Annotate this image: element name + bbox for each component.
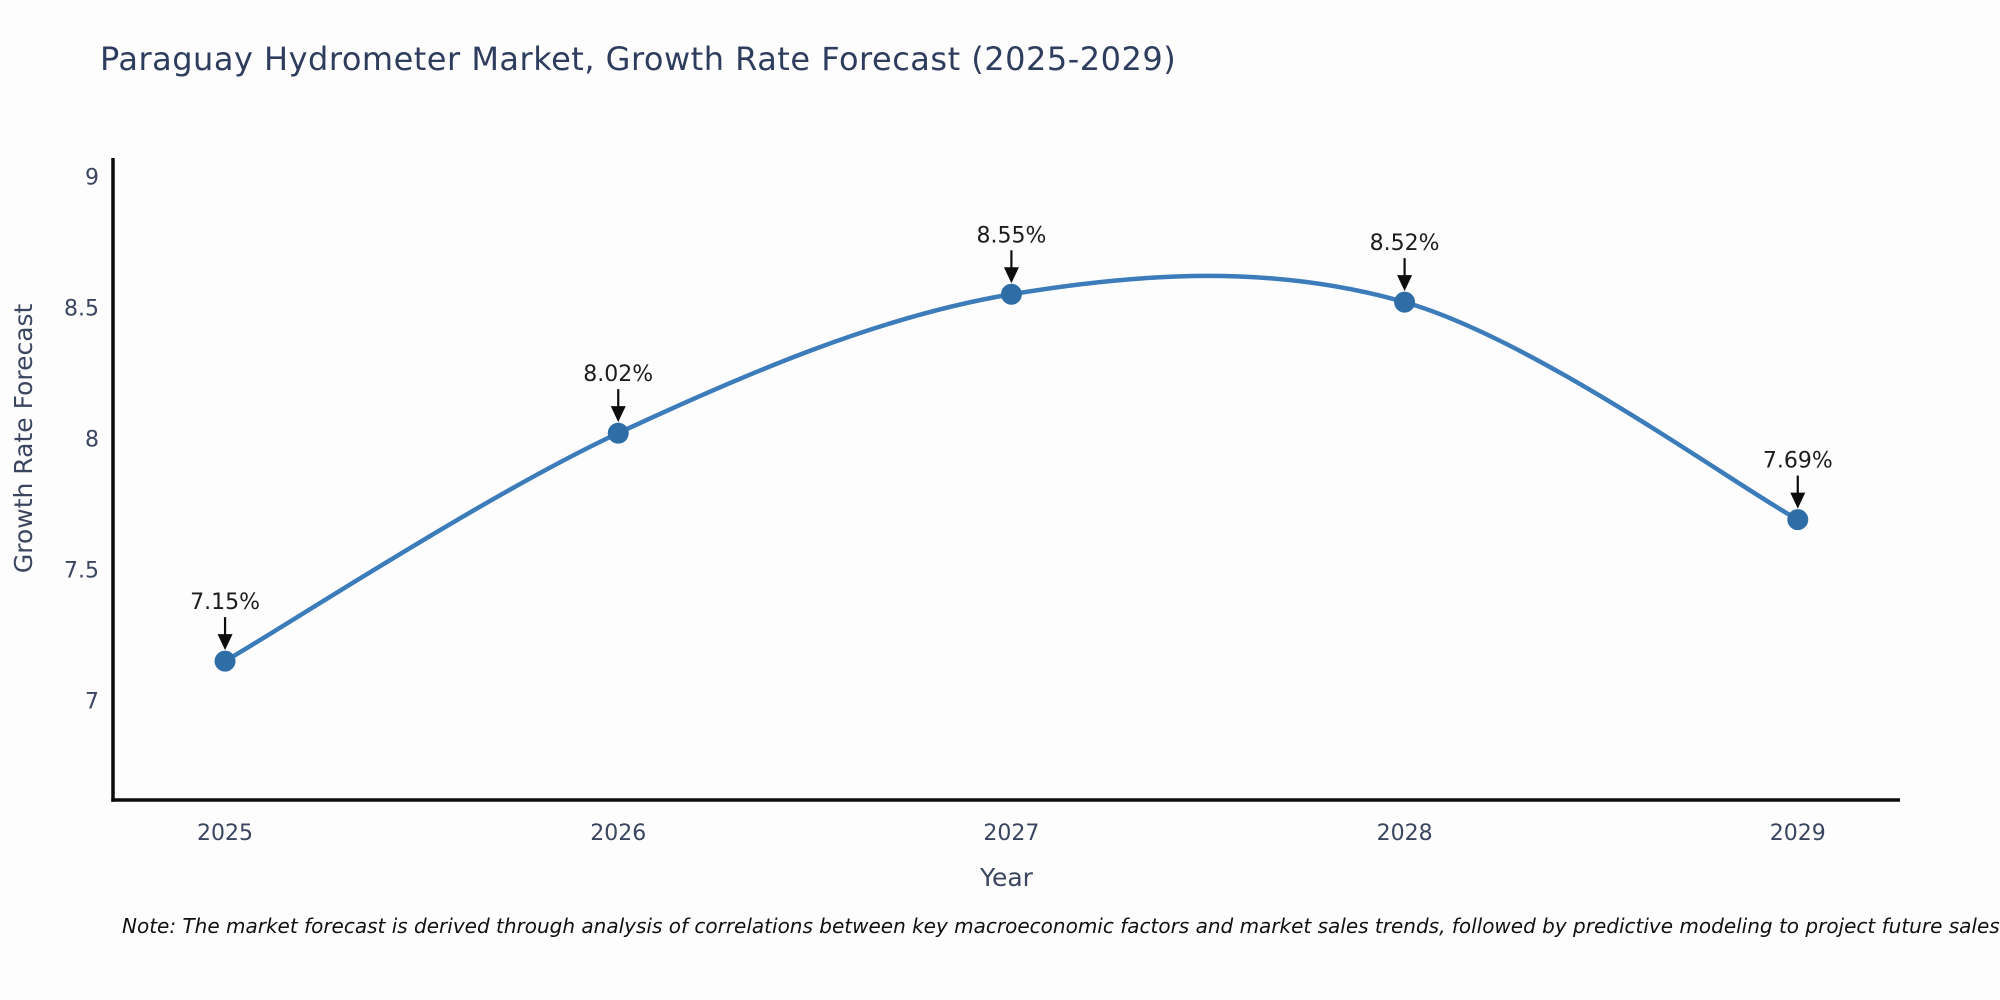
annotation-label: 8.02% bbox=[583, 362, 653, 387]
y-axis-title: Growth Rate Forecast bbox=[9, 303, 38, 573]
footnote: Note: The market forecast is derived thr… bbox=[122, 914, 2000, 938]
x-tick-label: 2027 bbox=[983, 821, 1039, 846]
y-tick-label: 8 bbox=[85, 427, 99, 452]
data-point-marker bbox=[1394, 291, 1416, 313]
annotation-label: 8.55% bbox=[976, 223, 1046, 248]
annotation-arrowhead bbox=[1790, 492, 1806, 509]
x-tick-label: 2028 bbox=[1377, 821, 1433, 846]
data-point-marker bbox=[1000, 283, 1022, 305]
y-tick-label: 7.5 bbox=[64, 558, 99, 583]
x-axis-title: Year bbox=[979, 863, 1034, 892]
annotation-label: 7.69% bbox=[1763, 449, 1833, 474]
annotation-arrowhead bbox=[1397, 275, 1413, 292]
data-point-marker bbox=[214, 650, 236, 672]
data-point-marker bbox=[1787, 509, 1809, 531]
annotation-arrowhead bbox=[217, 634, 233, 651]
x-tick-label: 2025 bbox=[197, 821, 253, 846]
series-line bbox=[222, 273, 1801, 664]
x-tick-label: 2026 bbox=[590, 821, 646, 846]
y-tick-label: 9 bbox=[85, 165, 99, 190]
data-point-marker bbox=[607, 422, 629, 444]
annotation-label: 8.52% bbox=[1370, 231, 1440, 256]
annotation-arrowhead bbox=[610, 406, 626, 423]
annotation-arrowhead bbox=[1003, 267, 1019, 284]
x-tick-label: 2029 bbox=[1770, 821, 1826, 846]
chart-title: Paraguay Hydrometer Market, Growth Rate … bbox=[100, 40, 1177, 78]
y-tick-label: 8.5 bbox=[64, 296, 99, 321]
annotation-label: 7.15% bbox=[190, 590, 260, 615]
y-tick-label: 7 bbox=[85, 689, 99, 714]
